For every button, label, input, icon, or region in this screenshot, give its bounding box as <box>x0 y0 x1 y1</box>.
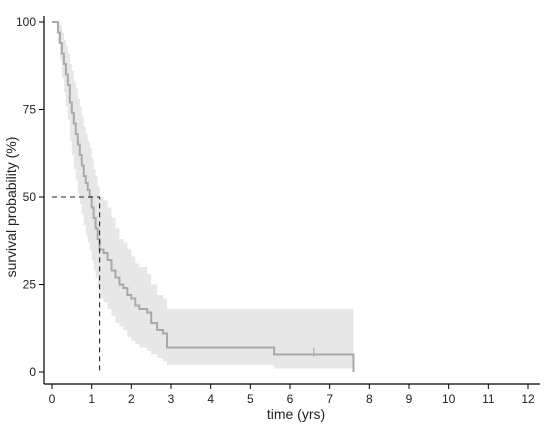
x-axis-ticks: 0 1 2 3 4 5 6 7 8 9 10 11 12 <box>49 384 535 406</box>
x-tick-label: 1 <box>88 392 95 406</box>
y-axis-title: survival probability (%) <box>3 137 19 278</box>
x-tick-label: 12 <box>521 392 535 406</box>
x-tick-label: 7 <box>326 392 333 406</box>
x-axis-title: time (yrs) <box>267 406 325 422</box>
x-tick-label: 5 <box>247 392 254 406</box>
y-tick-label: 75 <box>23 103 37 117</box>
x-tick-label: 10 <box>442 392 456 406</box>
y-tick-label: 25 <box>23 278 37 292</box>
y-tick-label: 0 <box>29 365 36 379</box>
median-reference-line <box>52 196 101 372</box>
x-tick-label: 3 <box>168 392 175 406</box>
y-axis-ticks: 0 25 50 75 100 <box>16 15 44 379</box>
x-tick-label: 0 <box>49 392 56 406</box>
x-tick-label: 8 <box>366 392 373 406</box>
x-tick-label: 2 <box>128 392 135 406</box>
x-tick-label: 11 <box>482 392 495 406</box>
y-tick-label: 50 <box>23 190 37 204</box>
x-tick-label: 9 <box>406 392 413 406</box>
confidence-band <box>52 22 354 372</box>
x-tick-label: 4 <box>207 392 214 406</box>
plot-layer <box>52 21 355 372</box>
x-tick-label: 6 <box>287 392 294 406</box>
survival-curve <box>52 21 355 372</box>
y-tick-label: 100 <box>16 15 36 29</box>
